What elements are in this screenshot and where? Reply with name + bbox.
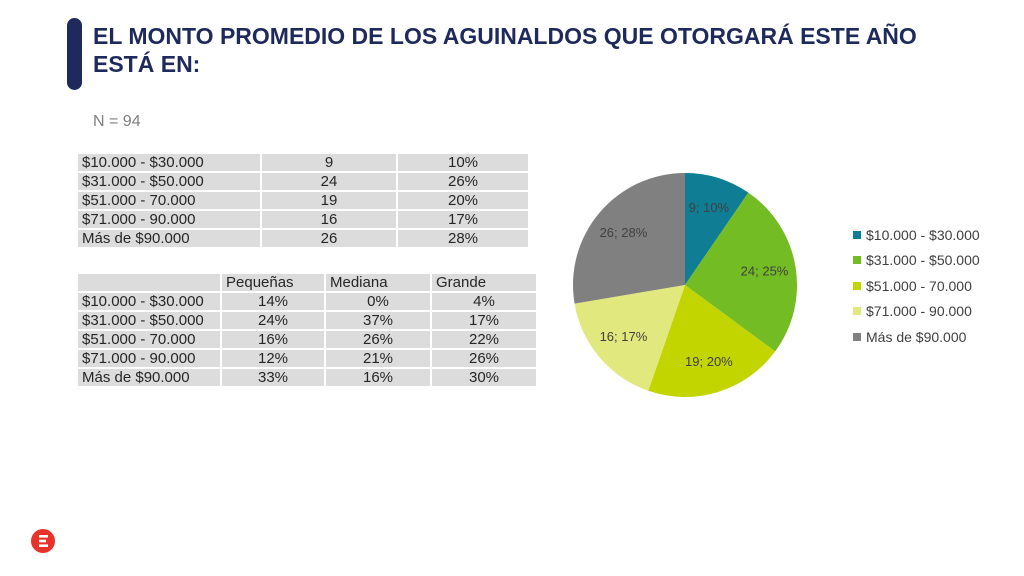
row-label: $31.000 - $50.000	[76, 310, 222, 331]
header-empty	[76, 272, 222, 293]
row-percent: 28%	[396, 228, 530, 249]
table-row: $31.000 - $50.000 24 26%	[76, 171, 530, 192]
cell-grande: 30%	[430, 367, 538, 388]
row-label: $31.000 - $50.000	[76, 171, 262, 192]
legend-swatch	[853, 332, 861, 341]
sample-size: N = 94	[93, 113, 141, 130]
cell-pequenas: 16%	[220, 329, 326, 350]
row-percent: 20%	[396, 190, 530, 211]
row-label: Más de $90.000	[76, 367, 222, 388]
header-grande: Grande	[430, 272, 538, 293]
cell-grande: 22%	[430, 329, 538, 350]
brand-logo-icon	[31, 529, 55, 553]
cell-mediana: 16%	[324, 367, 432, 388]
row-label: $10.000 - $30.000	[76, 291, 222, 312]
legend-label: $31.000 - $50.000	[866, 252, 980, 269]
row-label: $51.000 - 70.000	[76, 190, 262, 211]
row-label: $71.000 - 90.000	[76, 209, 262, 230]
title-accent-bar	[67, 18, 82, 90]
legend-entry: $51.000 - 70.000	[853, 273, 980, 299]
row-count: 9	[260, 152, 398, 173]
table-row: $71.000 - 90.000 12% 21% 26%	[76, 348, 538, 369]
pie-chart: 9; 10% 24; 25% 19; 20% 16; 17% 26; 28%	[573, 173, 797, 397]
legend-swatch	[853, 256, 861, 265]
pie-data-label: 16; 17%	[600, 329, 648, 344]
table-row: $10.000 - $30.000 9 10%	[76, 152, 530, 173]
legend-entry: $31.000 - $50.000	[853, 248, 980, 274]
legend-label: $51.000 - 70.000	[866, 277, 972, 294]
header-pequenas: Pequeñas	[220, 272, 326, 293]
pie-data-label: 9; 10%	[689, 200, 730, 215]
legend-swatch	[853, 307, 861, 316]
row-count: 26	[260, 228, 398, 249]
cell-grande: 26%	[430, 348, 538, 369]
table-row: Más de $90.000 33% 16% 30%	[76, 367, 538, 388]
cell-pequenas: 33%	[220, 367, 326, 388]
table-row: $10.000 - $30.000 14% 0% 4%	[76, 291, 538, 312]
row-count: 16	[260, 209, 398, 230]
row-count: 24	[260, 171, 398, 192]
legend-entry: Más de $90.000	[853, 324, 980, 350]
row-count: 19	[260, 190, 398, 211]
cell-pequenas: 14%	[220, 291, 326, 312]
cell-mediana: 26%	[324, 329, 432, 350]
legend-swatch	[853, 281, 861, 290]
row-percent: 26%	[396, 171, 530, 192]
amount-count-table: $10.000 - $30.000 9 10% $31.000 - $50.00…	[76, 152, 530, 249]
cell-mediana: 37%	[324, 310, 432, 331]
chart-legend: $10.000 - $30.000 $31.000 - $50.000 $51.00…	[853, 222, 980, 350]
cell-pequenas: 12%	[220, 348, 326, 369]
table-row: $51.000 - 70.000 16% 26% 22%	[76, 329, 538, 350]
legend-swatch	[853, 230, 861, 239]
legend-label: $71.000 - 90.000	[866, 303, 972, 320]
table-row: $51.000 - 70.000 19 20%	[76, 190, 530, 211]
pie-slice	[573, 173, 685, 304]
legend-entry: $10.000 - $30.000	[853, 222, 980, 248]
row-label: Más de $90.000	[76, 228, 262, 249]
slide-title: EL MONTO PROMEDIO DE LOS AGUINALDOS QUE …	[93, 23, 917, 77]
row-label: $51.000 - 70.000	[76, 329, 222, 350]
legend-label: $10.000 - $30.000	[866, 226, 980, 243]
row-percent: 10%	[396, 152, 530, 173]
company-size-table: Pequeñas Mediana Grande $10.000 - $30.00…	[76, 272, 538, 388]
pie-data-label: 24; 25%	[741, 264, 789, 279]
table-row: $71.000 - 90.000 16 17%	[76, 209, 530, 230]
cell-mediana: 21%	[324, 348, 432, 369]
cell-grande: 17%	[430, 310, 538, 331]
cell-mediana: 0%	[324, 291, 432, 312]
row-percent: 17%	[396, 209, 530, 230]
table-row: $31.000 - $50.000 24% 37% 17%	[76, 310, 538, 331]
table-header-row: Pequeñas Mediana Grande	[76, 272, 538, 293]
pie-slice	[574, 285, 685, 391]
pie-data-label: 26; 28%	[600, 225, 648, 240]
table-row: Más de $90.000 26 28%	[76, 228, 530, 249]
row-label: $71.000 - 90.000	[76, 348, 222, 369]
pie-slice	[685, 192, 797, 352]
pie-slice	[648, 285, 776, 397]
legend-label: Más de $90.000	[866, 328, 967, 345]
header-mediana: Mediana	[324, 272, 432, 293]
pie-data-label: 19; 20%	[685, 354, 733, 369]
row-label: $10.000 - $30.000	[76, 152, 262, 173]
pie-slice	[685, 173, 749, 285]
cell-pequenas: 24%	[220, 310, 326, 331]
cell-grande: 4%	[430, 291, 538, 312]
legend-entry: $71.000 - 90.000	[853, 299, 980, 325]
